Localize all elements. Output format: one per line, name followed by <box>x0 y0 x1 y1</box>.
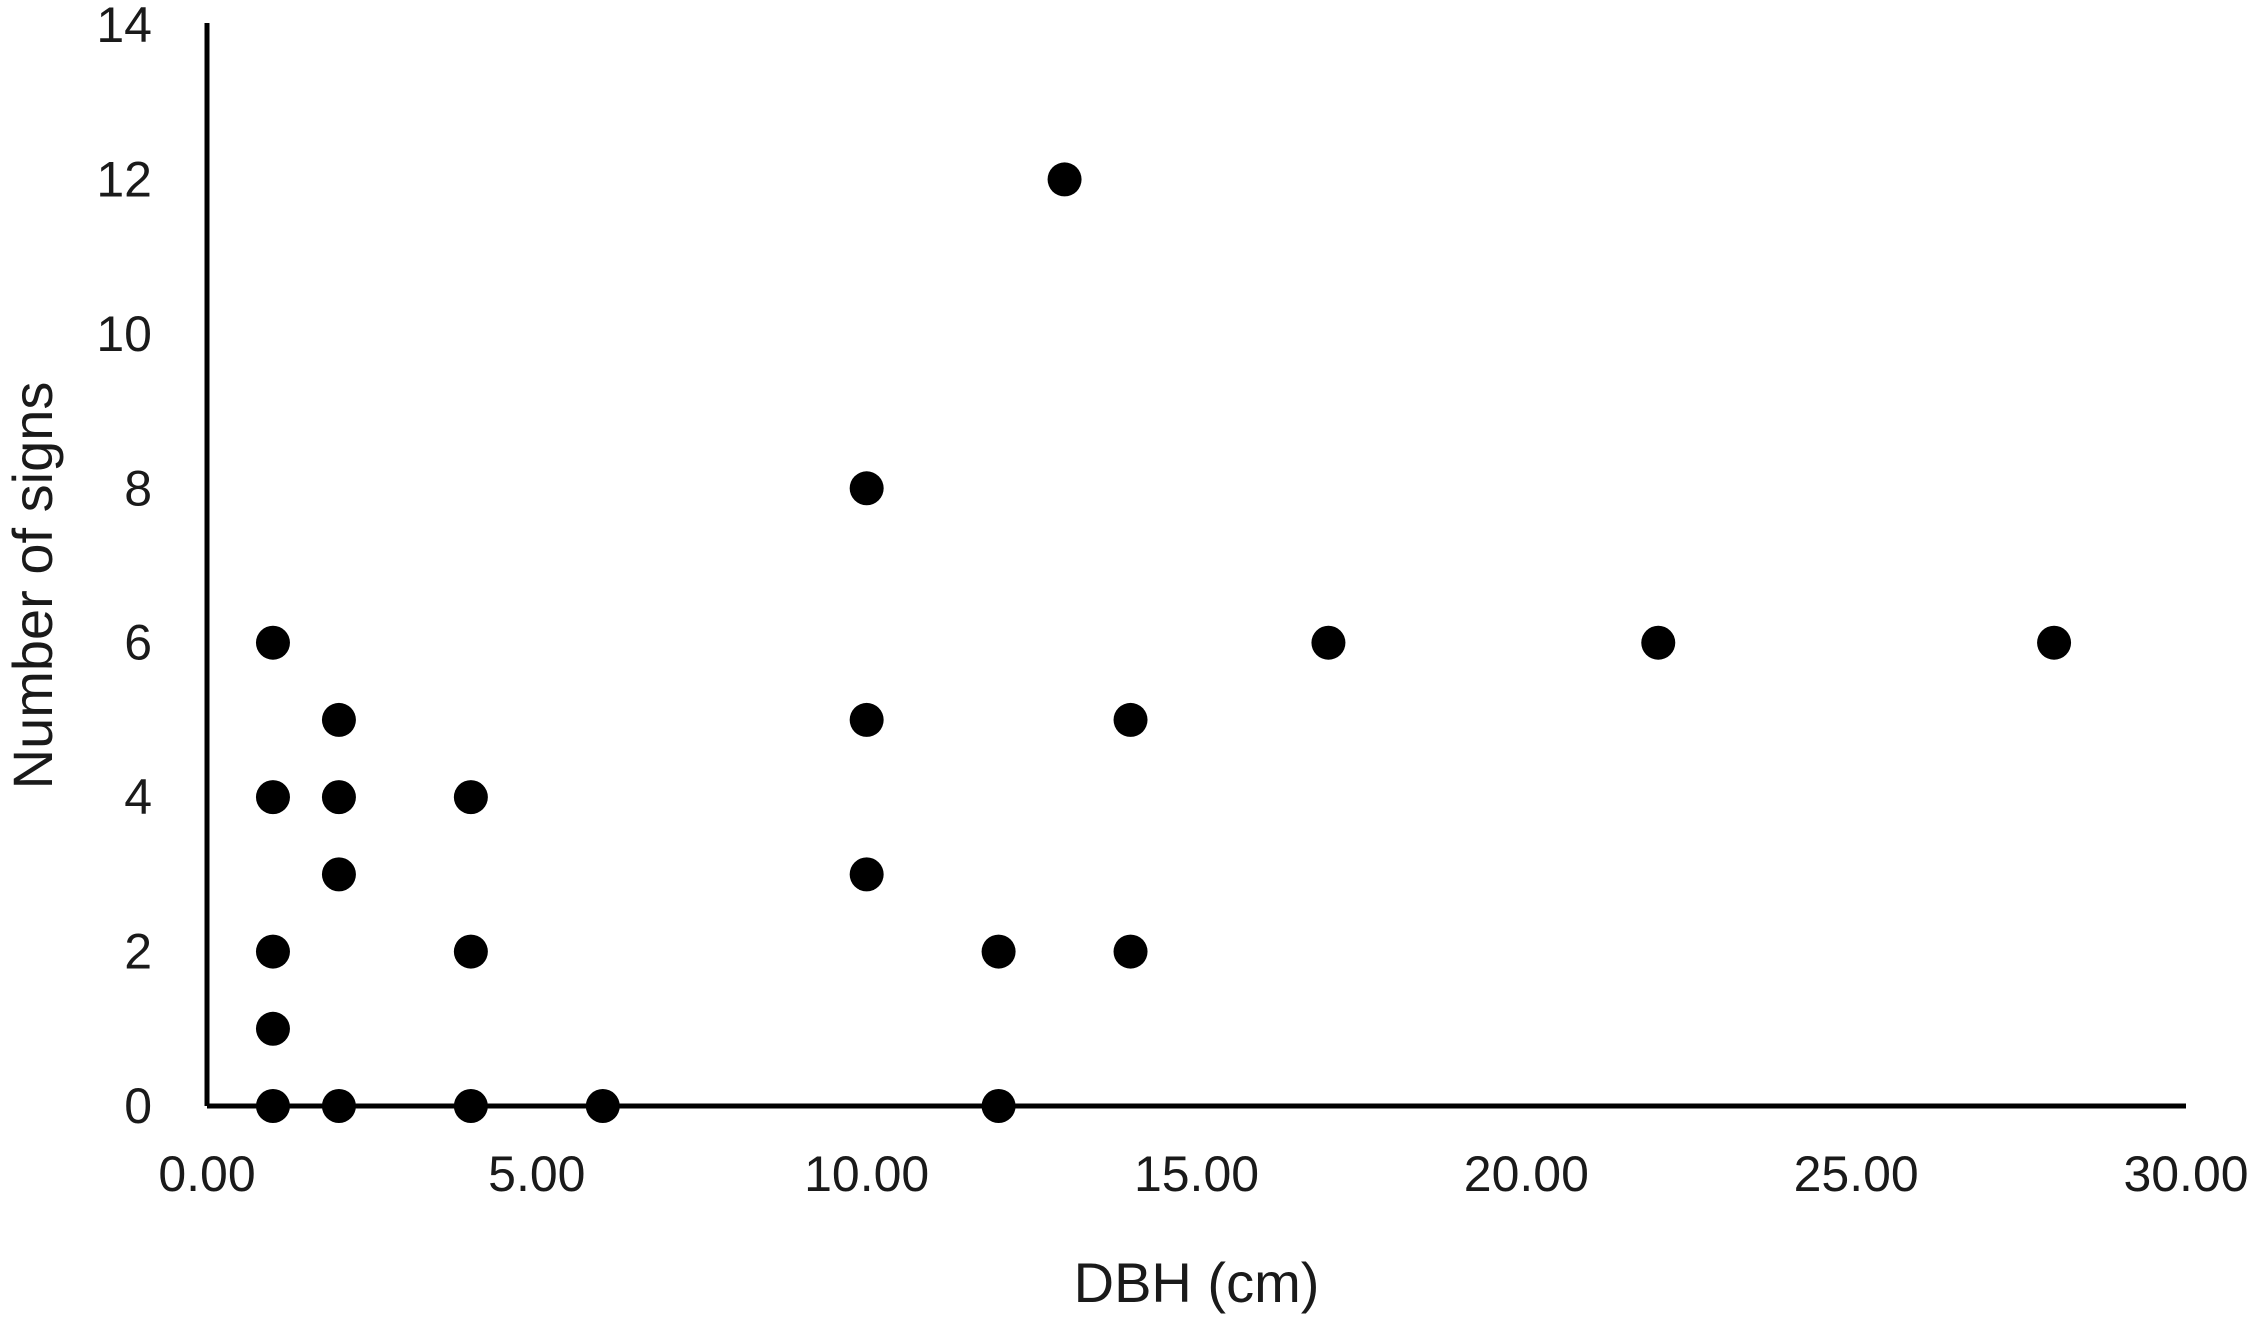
x-tick-label: 25.00 <box>1794 1146 1919 1202</box>
data-point <box>255 625 290 660</box>
data-point <box>1047 162 1082 197</box>
data-point <box>849 857 884 892</box>
data-point <box>321 857 356 892</box>
data-point <box>849 471 884 506</box>
x-tick-label: 5.00 <box>488 1146 585 1202</box>
x-tick-label: 0.00 <box>158 1146 255 1202</box>
x-tick-label: 15.00 <box>1134 1146 1259 1202</box>
x-tick-label: 20.00 <box>1464 1146 1589 1202</box>
y-tick-label: 12 <box>96 151 152 207</box>
x-tick-label: 10.00 <box>804 1146 929 1202</box>
y-tick-label: 14 <box>96 0 152 53</box>
data-point <box>453 934 488 969</box>
data-point <box>1641 625 1676 660</box>
data-point <box>1311 625 1346 660</box>
data-point <box>255 780 290 815</box>
x-tick-label: 30.00 <box>2123 1146 2248 1202</box>
data-point <box>321 780 356 815</box>
y-tick-label: 10 <box>96 306 152 362</box>
y-tick-label: 8 <box>124 460 152 516</box>
data-point <box>1113 934 1148 969</box>
y-axis-title: Number of signs <box>1 382 64 790</box>
y-tick-label: 2 <box>124 924 152 980</box>
y-tick-labels: 0 2 4 6 8 10 12 14 <box>96 0 152 1134</box>
data-point <box>453 780 488 815</box>
data-point <box>1113 702 1148 737</box>
data-point <box>321 702 356 737</box>
data-points <box>255 162 2072 1123</box>
y-tick-label: 4 <box>124 769 152 825</box>
y-tick-label: 6 <box>124 615 152 671</box>
data-point <box>981 934 1016 969</box>
data-point <box>255 934 290 969</box>
data-point <box>2037 625 2072 660</box>
data-point <box>849 702 884 737</box>
y-tick-label: 0 <box>124 1078 152 1134</box>
x-axis-title: DBH (cm) <box>1074 1251 1320 1314</box>
data-point <box>255 1011 290 1046</box>
x-tick-labels: 0.00 5.00 10.00 15.00 20.00 25.00 30.00 <box>158 1146 2248 1202</box>
